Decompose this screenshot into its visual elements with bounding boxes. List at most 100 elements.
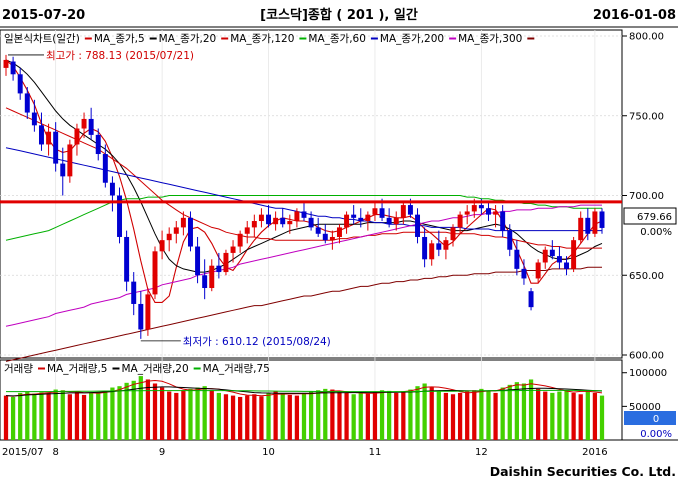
volume-bar <box>372 392 378 440</box>
volume-bar <box>358 392 363 440</box>
candle-body <box>351 214 357 218</box>
candle-body <box>145 294 151 330</box>
high-annotation: 최고가 : 788.13 (2015/07/21) <box>8 50 194 62</box>
candle-body <box>131 281 137 304</box>
candle-body <box>294 211 300 222</box>
volume-bar <box>188 388 193 440</box>
x-tick-label: 2016 <box>582 447 607 458</box>
candle-body <box>301 211 307 218</box>
candle-body <box>422 236 428 260</box>
volume-bar <box>32 393 37 440</box>
end-date: 2016-01-08 <box>593 8 676 23</box>
candle-body <box>223 252 229 273</box>
candle-body <box>365 214 371 222</box>
volume-bar <box>507 384 512 440</box>
x-tick-label: 12 <box>475 447 488 458</box>
candle-body <box>457 214 463 228</box>
candle-body <box>329 236 335 241</box>
price-panel-frame <box>0 29 623 359</box>
x-tick-label: 10 <box>262 447 275 458</box>
candle-body <box>266 214 272 225</box>
volume-bar <box>181 390 186 440</box>
candle-body <box>500 211 506 231</box>
volume-bar <box>294 395 300 440</box>
candle-body <box>592 211 598 234</box>
candle-body <box>187 217 193 247</box>
candle-body <box>379 208 385 218</box>
volume-bar <box>117 386 122 440</box>
candle-body <box>53 131 59 164</box>
volume-current: 0 <box>653 414 659 425</box>
y-tick-label: 650.00 <box>629 271 664 282</box>
candle-body <box>258 214 264 222</box>
candle-body <box>10 61 16 75</box>
volume-bar <box>365 393 370 440</box>
brand-footer: Daishin Securities Co. Ltd. <box>490 464 676 479</box>
candle-body <box>102 154 108 183</box>
volume-bar <box>3 395 9 440</box>
candle-body <box>280 217 286 225</box>
volume-bar <box>528 379 534 440</box>
volume-bar <box>330 389 335 440</box>
candle-body <box>393 217 399 225</box>
candle-body <box>407 205 413 215</box>
volume-bar <box>323 388 328 440</box>
x-axis: 2015/07 8 9 10 11 12 2016 <box>2 447 608 458</box>
start-date: 2015-07-20 <box>2 8 85 23</box>
candle-body <box>344 214 350 228</box>
volume-bar <box>465 391 470 440</box>
volume-bar <box>493 392 498 440</box>
candle-body <box>478 205 484 209</box>
x-tick-label: 11 <box>369 447 382 458</box>
volume-bar <box>266 392 271 440</box>
candle-body <box>180 217 186 228</box>
candle-body <box>95 134 101 155</box>
volume-bar <box>74 391 80 440</box>
volume-bar <box>316 390 321 440</box>
volume-bar <box>167 391 172 440</box>
low-annotation: 최저가 : 610.12 (2015/08/24) <box>140 336 331 348</box>
volume-bar <box>195 387 200 440</box>
candle-body <box>485 208 491 215</box>
candle-body <box>159 240 165 252</box>
volume-tick-label: 50000 <box>629 402 661 413</box>
candle-body <box>386 217 392 225</box>
volume-bar <box>599 395 605 440</box>
volume-current-box: 0 0.00% <box>624 411 676 440</box>
candle-body <box>549 249 555 257</box>
candle-body <box>322 233 328 241</box>
volume-bar <box>145 379 151 440</box>
candle-body <box>152 251 158 295</box>
candle-body <box>173 227 179 234</box>
price-change-pct: 0.00% <box>640 227 672 238</box>
volume-bar <box>457 392 463 440</box>
volume-bar <box>25 391 30 440</box>
volume-bar <box>18 392 23 440</box>
candle-body <box>528 291 534 308</box>
volume-bar <box>67 394 72 440</box>
volume-bar <box>96 392 101 440</box>
y-tick-label: 800.00 <box>629 32 664 43</box>
legend-label: MA_거래량,20 <box>121 363 188 375</box>
volume-bar <box>379 390 385 440</box>
candle-body <box>464 211 470 215</box>
legend-label: MA_종가,60 <box>308 33 366 45</box>
volume-bar <box>415 386 420 440</box>
candle-body <box>521 268 527 279</box>
volume-bar <box>46 392 51 440</box>
candle-body <box>287 221 293 225</box>
volume-bar <box>81 394 87 440</box>
volume-bar <box>394 392 399 440</box>
volume-bar <box>521 383 527 440</box>
volume-bars <box>3 376 605 440</box>
volume-bar <box>110 387 115 440</box>
volume-bar <box>131 380 136 440</box>
volume-bar <box>60 390 65 440</box>
candle-body <box>415 214 421 237</box>
candle-body <box>244 227 250 234</box>
volume-bar <box>344 392 349 440</box>
x-tick-label: 8 <box>52 447 58 458</box>
candle-body <box>209 265 215 289</box>
header-bar: 2015-07-20 [코스닥]종합 ( 201 ), 일간 2016-01-0… <box>0 7 678 28</box>
